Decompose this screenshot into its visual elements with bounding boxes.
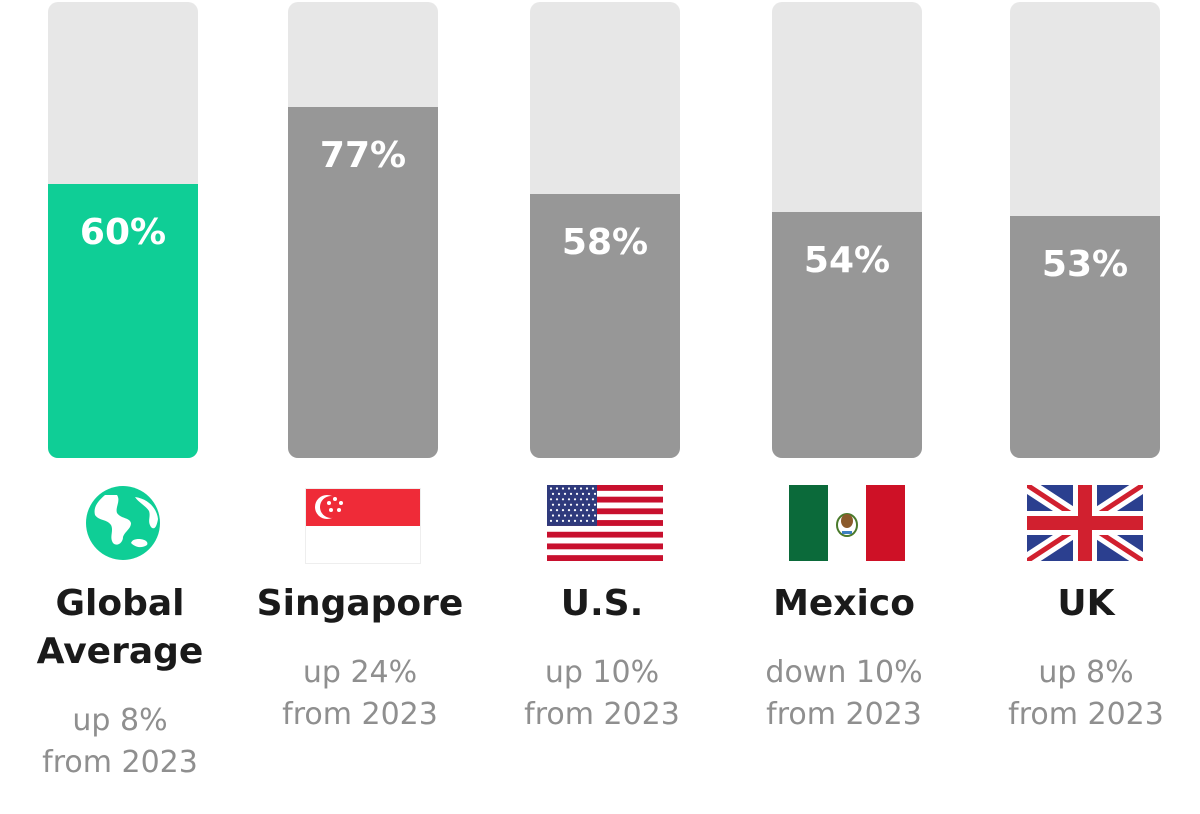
bar-group: 77% Singapore up 24% from 2023 bbox=[240, 0, 480, 814]
change-label: up 8% from 2023 bbox=[966, 652, 1200, 736]
bar-track: 77% bbox=[288, 2, 438, 458]
bar-group: 53% UK up 8% from 2023 bbox=[966, 0, 1200, 814]
us-flag-icon bbox=[547, 485, 663, 561]
change-label: up 8% from 2023 bbox=[0, 700, 240, 784]
mexico-flag-icon bbox=[789, 485, 905, 561]
change-label-line: from 2023 bbox=[766, 697, 922, 732]
change-label-line: from 2023 bbox=[1008, 697, 1164, 732]
category-label-line: Average bbox=[36, 631, 204, 672]
singapore-flag-icon bbox=[305, 488, 421, 564]
bar-track: 58% bbox=[530, 2, 680, 458]
bar-value-label: 60% bbox=[79, 212, 167, 254]
globe-icon bbox=[86, 486, 160, 560]
change-label-line: up 8% bbox=[1038, 655, 1134, 690]
change-label-line: down 10% bbox=[765, 655, 923, 690]
bar-track: 53% bbox=[1010, 2, 1160, 458]
category-label-line: U.S. bbox=[560, 583, 644, 624]
category-label-line: Global bbox=[55, 583, 185, 624]
bar bbox=[1010, 216, 1160, 458]
uk-flag-icon bbox=[1027, 485, 1143, 561]
category-label: Mexico bbox=[724, 580, 964, 628]
bar bbox=[772, 211, 922, 458]
bar-track: 54% bbox=[772, 2, 922, 458]
change-label-line: from 2023 bbox=[42, 745, 198, 780]
bar bbox=[48, 184, 198, 458]
bar-track: 60% bbox=[48, 2, 198, 458]
change-label-line: up 10% bbox=[544, 655, 660, 690]
change-label-line: up 8% bbox=[72, 703, 168, 738]
bar-value-label: 54% bbox=[803, 239, 891, 281]
category-label-line: Singapore bbox=[256, 583, 464, 624]
bar-value-label: 58% bbox=[561, 221, 649, 263]
change-label-line: from 2023 bbox=[524, 697, 680, 732]
bar bbox=[288, 106, 438, 458]
bar-group: 60% Global Average up 8% from 2023 bbox=[0, 0, 240, 814]
change-label-line: from 2023 bbox=[282, 697, 438, 732]
category-label: UK bbox=[966, 580, 1200, 628]
bar-group: 54% Mexico down 10% from 2023 bbox=[724, 0, 964, 814]
change-label: up 10% from 2023 bbox=[482, 652, 722, 736]
change-label-line: up 24% bbox=[302, 655, 418, 690]
change-label: up 24% from 2023 bbox=[240, 652, 480, 736]
category-label: Global Average bbox=[0, 580, 240, 676]
category-label-line: Mexico bbox=[773, 583, 915, 624]
category-label: Singapore bbox=[240, 580, 480, 628]
bar-group: 58% U.S. up 10% from 2023 bbox=[482, 0, 722, 814]
category-label-line: UK bbox=[1057, 583, 1115, 624]
bar-value-label: 77% bbox=[319, 134, 407, 176]
change-label: down 10% from 2023 bbox=[724, 652, 964, 736]
bar bbox=[530, 193, 680, 458]
bar-value-label: 53% bbox=[1041, 244, 1129, 286]
category-label: U.S. bbox=[482, 580, 722, 628]
